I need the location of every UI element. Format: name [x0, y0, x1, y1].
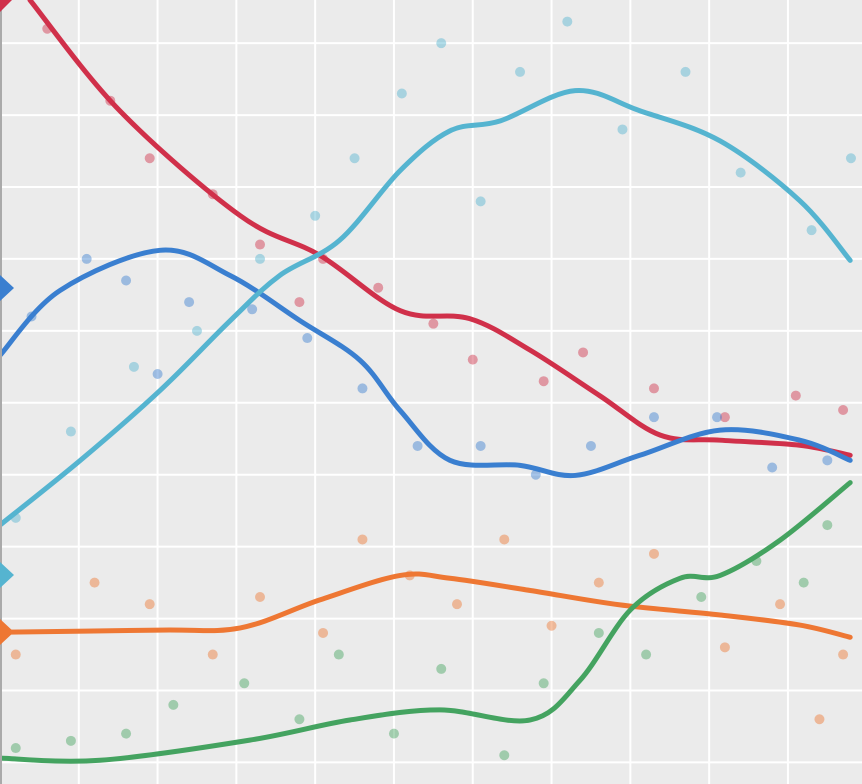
scatter-point: [388, 728, 399, 739]
scatter-point: [806, 225, 817, 236]
trend-line: [0, 571, 853, 640]
scatter-point: [593, 627, 604, 638]
scatter-point: [128, 361, 139, 372]
scatter-point: [648, 548, 659, 559]
scatter-point: [467, 354, 478, 365]
scatter-point: [767, 462, 778, 473]
scatter-point: [152, 369, 163, 380]
trend-line: [27, 0, 853, 458]
scatter-point: [247, 304, 258, 315]
scatter-point: [578, 347, 589, 358]
scatter-point: [499, 750, 510, 761]
scatter-point: [475, 196, 486, 207]
scatter-point: [89, 577, 100, 588]
scatter-point: [641, 649, 652, 660]
scatter-point: [357, 383, 368, 394]
scatter-point: [499, 534, 510, 545]
scatter-point: [593, 577, 604, 588]
scatter-point: [538, 678, 549, 689]
scatter-point: [515, 66, 526, 77]
scatter-point: [562, 16, 573, 27]
scatter-point: [396, 88, 407, 99]
scatter-point: [475, 440, 486, 451]
scatter-point: [255, 591, 266, 602]
scatter-point: [680, 66, 691, 77]
scatter-point: [617, 124, 628, 135]
edge-marker: [0, 619, 14, 645]
edge-marker: [0, 0, 12, 12]
scatter-point: [294, 714, 305, 725]
edge-marker: [0, 562, 14, 588]
trend-line: [0, 247, 853, 479]
scatter-point: [318, 627, 329, 638]
scatter-point: [436, 38, 447, 49]
scatter-point: [121, 275, 132, 286]
scatter-point: [144, 153, 155, 164]
scatter-point: [530, 469, 541, 480]
scatter-point: [81, 253, 92, 264]
scatter-point: [648, 383, 659, 394]
scatter-point: [10, 649, 21, 660]
scatter-point: [207, 649, 218, 660]
scatter-point: [357, 534, 368, 545]
scatter-point: [373, 282, 384, 293]
scatter-point: [310, 210, 321, 221]
scatter-point: [184, 297, 195, 308]
scatter-point: [814, 714, 825, 725]
scatter-point: [65, 735, 76, 746]
trend-line: [0, 88, 853, 528]
edge-marker: [0, 275, 14, 301]
scatter-point: [735, 167, 746, 178]
scatter-point: [719, 642, 730, 653]
scatter-point: [822, 455, 833, 466]
scatter-point: [538, 376, 549, 387]
scatter-point: [838, 404, 849, 415]
scatter-point: [845, 153, 856, 164]
scatter-point: [65, 426, 76, 437]
scatter-point: [412, 440, 423, 451]
scatter-point: [798, 577, 809, 588]
scatter-point: [838, 649, 849, 660]
scatter-point: [349, 153, 360, 164]
scatter-point: [822, 520, 833, 531]
scatter-point: [790, 390, 801, 401]
scatter-point: [121, 728, 132, 739]
scatter-point: [302, 333, 313, 344]
scatter-point: [712, 412, 723, 423]
scatter-point: [239, 678, 250, 689]
scatter-point: [144, 599, 155, 610]
scatter-point: [436, 663, 447, 674]
scatter-point: [585, 440, 596, 451]
scatter-point: [546, 620, 557, 631]
scatter-point: [428, 318, 439, 329]
scatter-point: [333, 649, 344, 660]
scatter-point: [294, 297, 305, 308]
scatter-point: [255, 253, 266, 264]
scatter-point: [648, 412, 659, 423]
scatter-point: [775, 599, 786, 610]
scatter-point: [255, 239, 266, 250]
trend-line: [0, 480, 853, 764]
scatter-point: [10, 743, 21, 754]
scatter-point: [696, 591, 707, 602]
scatter-point: [168, 699, 179, 710]
scatter-point: [452, 599, 463, 610]
scatter-point: [191, 325, 202, 336]
scatter-point: [719, 412, 730, 423]
